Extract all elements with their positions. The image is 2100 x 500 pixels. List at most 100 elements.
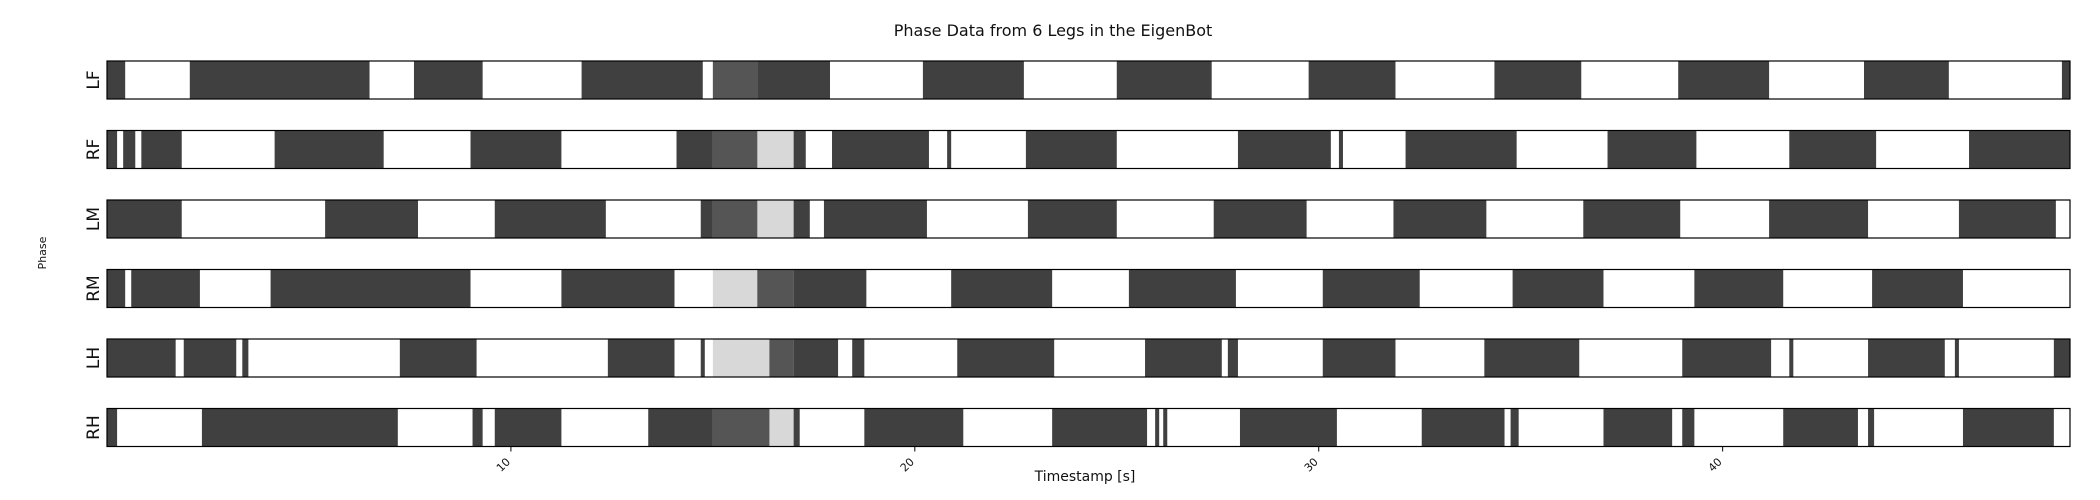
stance-segment [1512, 269, 1604, 308]
stance-segment [1694, 269, 1784, 308]
x-axis: 10 20 30 40 [494, 446, 1725, 475]
stance-segment [107, 200, 182, 238]
stance-segment [1155, 408, 1160, 447]
stance-segment [1603, 408, 1673, 447]
stance-segment [1338, 130, 1343, 169]
leg-label-lm: LM [84, 207, 104, 231]
row-frame [106, 407, 2071, 448]
stance-segment [1052, 408, 1148, 447]
stance-segment [1678, 61, 1770, 99]
leg-row-lm: LM [84, 199, 2071, 239]
stance-segment [107, 408, 118, 447]
stance-segment [648, 408, 713, 447]
stance-segment [957, 339, 1055, 377]
stance-segment [131, 269, 200, 308]
stance-segment [581, 61, 703, 99]
stance-segment [123, 130, 136, 169]
stance-segment [1163, 408, 1168, 447]
leg-label-lf: LF [84, 70, 104, 89]
stance-segment [712, 408, 770, 447]
stance-segment [712, 200, 758, 238]
stance-segment [1128, 269, 1236, 308]
stance-segment [1239, 408, 1337, 447]
stance-segment [676, 130, 713, 169]
stance-segment [1682, 408, 1695, 447]
stance-segment [494, 200, 606, 238]
stance-segment [1769, 200, 1869, 238]
stance-segment [494, 408, 562, 447]
stance-segment [399, 339, 477, 377]
stance-segment [793, 130, 806, 169]
stance-segment [1872, 269, 1963, 308]
row-frame [106, 60, 2071, 100]
stance-segment [107, 339, 176, 377]
stance-segment [107, 269, 126, 308]
leg-label-lh: LH [84, 347, 104, 369]
stance-segment [793, 339, 839, 377]
stance-segment [1682, 339, 1772, 377]
stance-segment [242, 339, 249, 377]
stance-segment [107, 61, 126, 99]
stance-segment [951, 269, 1053, 308]
stance-segment [472, 408, 483, 447]
stance-segment [1510, 408, 1519, 447]
stance-segment [1783, 408, 1858, 447]
stance-segment [1962, 408, 2054, 447]
stance-segment [1864, 61, 1949, 99]
stance-segment [1868, 339, 1945, 377]
stance-segment [1789, 339, 1794, 377]
stance-segment [793, 200, 810, 238]
stance-segment [1116, 61, 1212, 99]
stance-segment [700, 200, 713, 238]
x-tick-label: 40 [1706, 455, 1725, 474]
row-frame [106, 268, 2071, 309]
stance-segment [1421, 408, 1505, 447]
stance-segment [922, 61, 1024, 99]
stance-segment [864, 408, 964, 447]
x-axis-label: Timestamp [s] [1034, 469, 1136, 485]
leg-label-rm: RM [84, 275, 104, 301]
leg-row-lf: LF [84, 60, 2071, 100]
leg-label-rh: RH [84, 415, 104, 440]
stance-segment [270, 269, 471, 308]
x-tick-label: 20 [898, 455, 917, 474]
leg-row-rm: RM [84, 268, 2071, 309]
leg-label-rf: RF [84, 139, 104, 161]
stance-segment [1868, 408, 1875, 447]
stance-segment [470, 130, 562, 169]
stance-segment [561, 269, 675, 308]
stance-segment [1607, 130, 1697, 169]
stance-segment [1954, 339, 1959, 377]
stance-segment [107, 130, 118, 169]
stance-segment [852, 339, 865, 377]
stance-segment [274, 130, 384, 169]
stance-segment [769, 339, 794, 377]
stance-segment [793, 408, 800, 447]
row-frame [106, 129, 2071, 170]
stance-segment [1969, 130, 2070, 169]
stance-segment [325, 200, 419, 238]
stance-segment [2061, 61, 2070, 99]
stance-segment [1583, 200, 1681, 238]
stance-segment [1145, 339, 1222, 377]
stance-segment [201, 408, 398, 447]
stance-segment [700, 339, 705, 377]
stance-segment [1027, 200, 1117, 238]
stance-segment [823, 200, 927, 238]
stance-segment [183, 339, 237, 377]
stance-segment [607, 339, 675, 377]
stance-segment [757, 61, 830, 99]
stance-segment [1405, 130, 1517, 169]
stance-segment [189, 61, 370, 99]
swing-background [107, 61, 2070, 99]
leg-row-rh: RH [84, 407, 2071, 448]
stance-segment [1393, 200, 1487, 238]
leg-row-lh: LH [84, 338, 2071, 378]
stance-segment [1494, 61, 1582, 99]
leg-row-rf: RF [84, 129, 2071, 170]
stance-segment [757, 269, 794, 308]
x-tick-label: 30 [1302, 455, 1321, 474]
stance-segment [1958, 200, 2056, 238]
stance-segment [832, 130, 929, 169]
